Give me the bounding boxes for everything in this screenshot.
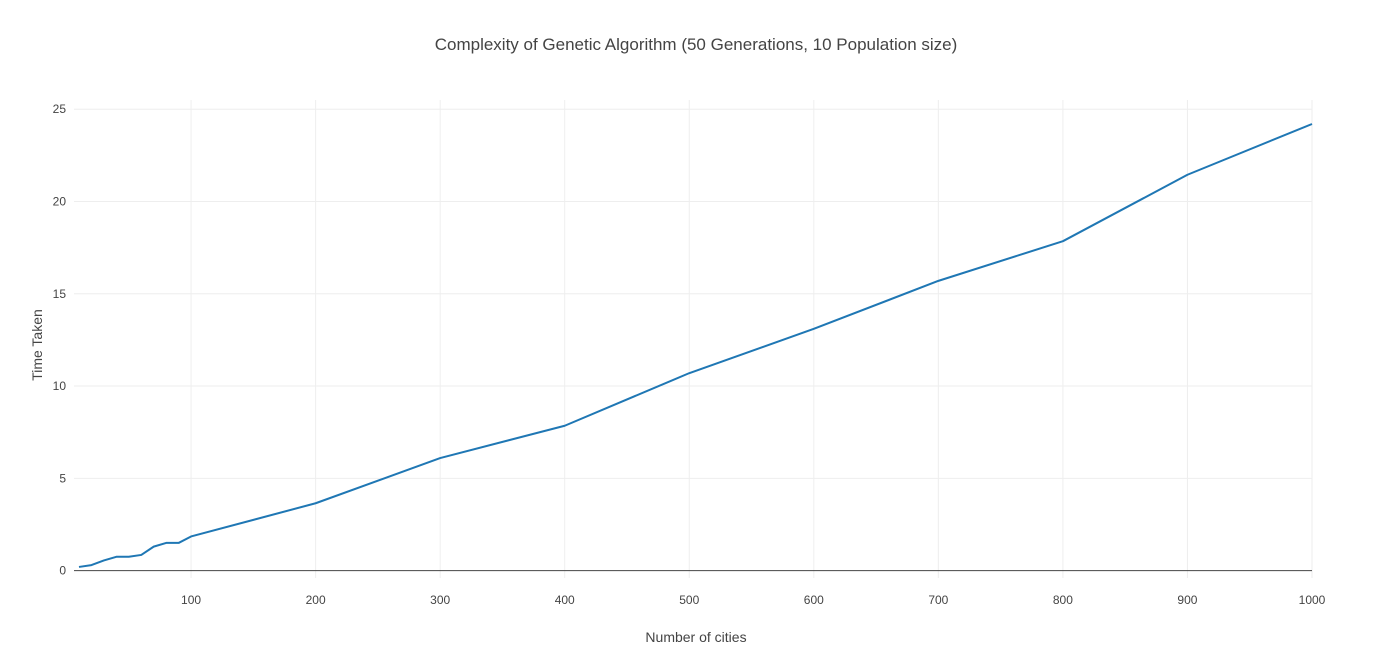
x-tick-labels: 100 200 300 400 500 600 700 800 900 1000	[181, 593, 1326, 607]
y-tick-label: 0	[59, 564, 66, 578]
x-tick-label: 500	[679, 593, 699, 607]
x-tick-label: 1000	[1299, 593, 1326, 607]
x-tick-label: 900	[1177, 593, 1197, 607]
x-axis-title: Number of cities	[645, 629, 746, 645]
y-axis-title: Time Taken	[29, 309, 45, 381]
y-tick-label: 15	[53, 287, 67, 301]
y-tick-labels: 0 5 10 15 20 25	[53, 102, 67, 577]
y-tick-label: 20	[53, 195, 67, 209]
x-tick-label: 400	[555, 593, 575, 607]
x-tick-label: 700	[928, 593, 948, 607]
series-line	[78, 123, 1313, 568]
x-gridlines	[190, 100, 1313, 578]
x-tick-label: 300	[430, 593, 450, 607]
x-tick-label: 600	[804, 593, 824, 607]
chart-title: Complexity of Genetic Algorithm (50 Gene…	[435, 35, 958, 54]
x-tick-label: 200	[306, 593, 326, 607]
x-tick-label: 800	[1053, 593, 1073, 607]
y-tick-label: 5	[59, 471, 66, 485]
series-group	[78, 123, 1313, 568]
x-tick-label: 100	[181, 593, 201, 607]
y-gridlines	[74, 108, 1312, 479]
y-tick-label: 25	[53, 102, 67, 116]
y-tick-label: 10	[53, 379, 67, 393]
